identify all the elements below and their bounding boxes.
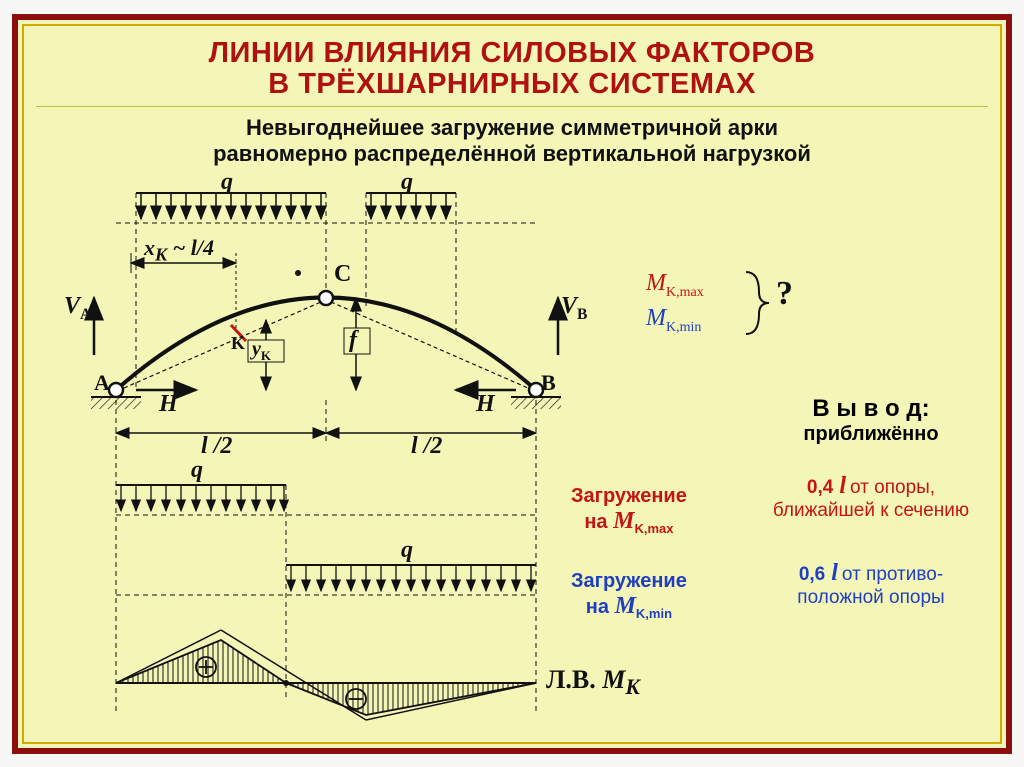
brace-icon	[741, 267, 781, 339]
label-q4: q	[401, 537, 413, 564]
load-mkmin	[116, 565, 536, 595]
conc-max: 0,4 l от опоры, ближайшей к сечению	[756, 473, 986, 522]
chord-ac	[124, 302, 321, 388]
label-c: C	[334, 261, 351, 288]
label-h-left: H	[159, 391, 178, 418]
conclusion-heading: В ы в о д: приближённо	[756, 395, 986, 446]
poster-frame: ЛИНИИ ВЛИЯНИЯ СИЛОВЫХ ФАКТОРОВ В ТРЁХШАР…	[12, 14, 1012, 754]
hinge-c	[319, 291, 333, 305]
label-l2-right: l /2	[411, 433, 442, 460]
conc-min: 0,6 l от противо- положной опоры	[756, 560, 986, 609]
mk-min-label: MK,min	[646, 305, 701, 336]
hinge-a	[109, 383, 123, 397]
mk-max-label: MK,max	[646, 270, 704, 301]
diagram-area: q q xK ~ l/4 C VA VB K yK f A B H H l /2…	[36, 175, 996, 755]
main-title: ЛИНИИ ВЛИЯНИЯ СИЛОВЫХ ФАКТОРОВ В ТРЁХШАР…	[36, 38, 988, 108]
subtitle: Невыгоднейшее загружение симметричной ар…	[36, 115, 988, 167]
title-line-2: В ТРЁХШАРНИРНЫХ СИСТЕМАХ	[268, 68, 756, 100]
load-on-max: Загружение на MK,max	[571, 485, 687, 536]
label-q3: q	[191, 457, 203, 484]
subtitle-line-2: равномерно распределённой вертикальной н…	[213, 141, 811, 166]
label-a: A	[94, 370, 110, 396]
label-q2: q	[401, 169, 413, 196]
title-line-1: ЛИНИИ ВЛИЯНИЯ СИЛОВЫХ ФАКТОРОВ	[209, 37, 816, 69]
label-va: VA	[64, 293, 91, 324]
label-b: B	[541, 370, 556, 396]
arch-curve	[116, 298, 536, 391]
dot-near-c	[295, 270, 301, 276]
influence-line	[116, 630, 536, 720]
question-mark: ?	[776, 275, 793, 313]
label-f: f	[349, 327, 357, 354]
label-h-right: H	[476, 391, 495, 418]
label-lv: Л.В. MK	[546, 665, 640, 700]
label-xk: xK ~ l/4	[144, 235, 214, 265]
label-k: K	[231, 333, 245, 354]
label-vb: VB	[561, 293, 587, 324]
label-q1: q	[221, 169, 233, 196]
label-l2-left: l /2	[201, 433, 232, 460]
label-yk: yK	[252, 338, 271, 364]
arch-diagram-svg	[36, 175, 596, 745]
load-on-min: Загружение на MK,min	[571, 570, 687, 621]
subtitle-line-1: Невыгоднейшее загружение симметричной ар…	[246, 115, 778, 140]
